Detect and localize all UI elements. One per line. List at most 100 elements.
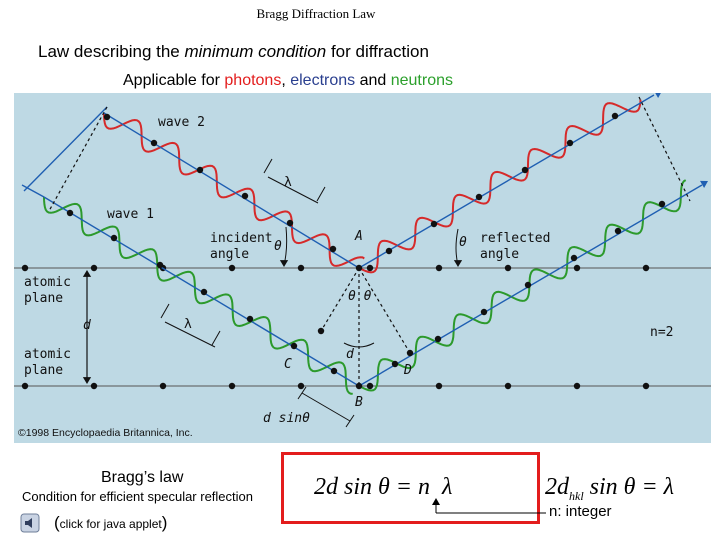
atom-top	[504, 264, 512, 272]
phase-marker	[480, 308, 488, 316]
speaker-icon[interactable]	[20, 513, 40, 533]
photons-label: photons	[224, 72, 282, 89]
java-applet-link[interactable]: (click for java applet)	[20, 511, 167, 535]
wave-2-incident	[103, 112, 365, 267]
wave-1-arrow	[700, 180, 708, 188]
phase-marker	[329, 245, 337, 253]
applet-text[interactable]: (click for java applet)	[54, 513, 167, 533]
reflected-label: reflected	[480, 231, 551, 246]
atom-top	[366, 264, 374, 272]
pointer-arrowhead	[432, 498, 440, 505]
lambda-lower-tick-right	[211, 330, 221, 346]
atomic-plane-top-line1: atomic	[24, 275, 71, 290]
applicable-prefix: Applicable for	[123, 72, 225, 89]
wave-2-axis-in	[103, 112, 360, 269]
phase-marker	[103, 113, 111, 121]
wave-2-arrow	[655, 93, 661, 98]
point-c	[317, 327, 325, 335]
lambda-lower-arrow	[164, 321, 216, 348]
atom-top	[228, 264, 236, 272]
wave-1-incident	[43, 196, 353, 395]
lambda-lower-tick-left	[160, 303, 170, 319]
phase-marker	[658, 200, 666, 208]
path-difference-tick-left	[297, 386, 307, 400]
atom-top	[297, 264, 305, 272]
perpendicular-d	[358, 267, 411, 354]
point-d	[406, 349, 414, 357]
hkl-rest: sin θ = λ	[583, 474, 675, 500]
integer-note: n: integer	[549, 503, 612, 520]
incident-theta: θ	[274, 239, 282, 254]
phase-marker	[150, 139, 158, 147]
subtitle: Law describing the minimum condition for…	[38, 42, 429, 62]
atom-bottom	[90, 382, 98, 390]
atom-bottom	[435, 382, 443, 390]
wave-1-label: wave 1	[107, 207, 154, 222]
wave-2-label: wave 2	[158, 115, 205, 130]
bragg-diagram: wave 2 wave 1 λ λ incident angle θ A θ r…	[14, 93, 711, 443]
atom-bottom	[366, 382, 374, 390]
subtitle-prefix: Law describing the	[38, 42, 185, 61]
point-c-label: C	[284, 357, 292, 372]
atom-bottom	[159, 382, 167, 390]
phase-marker	[611, 112, 619, 120]
reflected-theta: θ	[459, 235, 467, 250]
atom-top	[642, 264, 650, 272]
atom-bottom	[642, 382, 650, 390]
phase-marker	[110, 234, 118, 242]
slide-title: Bragg Diffraction Law	[256, 6, 376, 21]
phase-marker	[156, 261, 164, 269]
lambda-upper-tick-right	[316, 186, 326, 202]
phase-marker	[566, 139, 574, 147]
theta-arc-lower	[343, 342, 375, 348]
wavelength-label-lower: λ	[184, 317, 192, 332]
copyright-notice: ©1998 Encyclopaedia Britannica, Inc.	[18, 427, 193, 439]
atom-top	[435, 264, 443, 272]
phase-marker	[524, 281, 532, 289]
atomic-plane-bottom-line1: atomic	[24, 347, 71, 362]
phase-marker	[286, 219, 294, 227]
perpendicular-c	[320, 267, 360, 332]
electrons-label: electrons	[290, 72, 356, 89]
phase-marker	[570, 254, 578, 262]
bragg-formula: 2d sin θ = n λ	[314, 474, 452, 501]
wave-1-reflected	[358, 179, 687, 392]
theta-pair-label: θ θ	[348, 289, 372, 304]
atomic-plane-bottom-line2: plane	[24, 363, 64, 378]
atom-bottom	[228, 382, 236, 390]
applet-label[interactable]: click for java applet	[59, 517, 162, 531]
applet-close-paren: )	[161, 513, 168, 532]
subtitle-suffix: for diffraction	[326, 42, 429, 61]
phase-marker	[241, 192, 249, 200]
diffraction-drawing	[14, 93, 711, 428]
wave-2-straight-in	[23, 106, 108, 192]
applet-open-paren: (	[54, 513, 60, 532]
triangle-d-label: d	[346, 347, 354, 362]
phase-marker	[196, 166, 204, 174]
phase-marker	[330, 367, 338, 375]
atom-top	[573, 264, 581, 272]
order-label: n=2	[650, 325, 674, 340]
path-difference-bracket	[301, 392, 351, 422]
atom-bottom	[504, 382, 512, 390]
atom-top	[21, 264, 29, 272]
bragg-formula-lambda: λ	[442, 474, 453, 500]
neutrons-label: neutrons	[390, 72, 453, 89]
bragg-formula-hkl: 2dhkl sin θ = λ	[545, 474, 674, 504]
spacing-arrow-bottom	[82, 377, 92, 384]
reflected-angle-arrow	[453, 260, 463, 267]
reflected-angle-label: angle	[480, 247, 520, 262]
phase-marker	[521, 166, 529, 174]
hkl-subscript: hkl	[569, 488, 584, 503]
phase-marker	[66, 209, 74, 217]
phase-marker	[614, 227, 622, 235]
wave-1-straight-in	[21, 184, 45, 198]
phase-marker	[385, 247, 393, 255]
point-a	[355, 264, 363, 272]
phase-marker	[430, 220, 438, 228]
braggs-law-heading: Bragg’s law	[101, 469, 184, 486]
lambda-upper-tick-left	[263, 158, 273, 174]
point-b	[355, 382, 363, 390]
plane-spacing-label: d	[83, 318, 91, 333]
